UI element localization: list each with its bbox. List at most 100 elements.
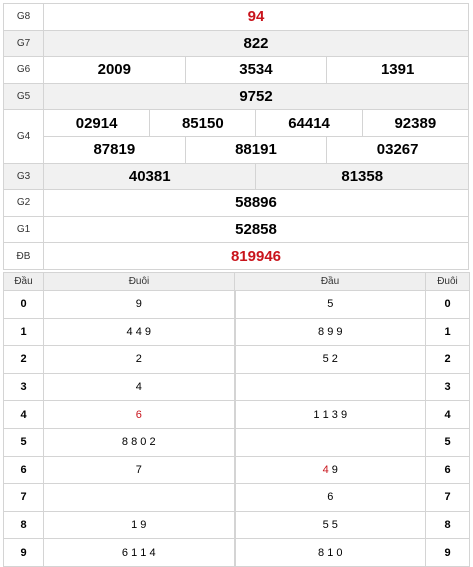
prize-row-g6: G6 2009 3534 1391	[3, 56, 469, 84]
loto-digit-list: 1 1 3 9	[313, 408, 348, 421]
loto-head-digits: 5	[234, 289, 426, 319]
prize-label: G4	[3, 109, 44, 164]
loto-digit-list: 4 4 9	[126, 325, 151, 338]
prize-label: G5	[3, 82, 44, 111]
loto-digit-list: 8 1 0	[318, 546, 343, 559]
loto-row: 9 6 1 1 4 8 1 0 9	[3, 538, 470, 567]
loto-head-digits: 6	[234, 483, 426, 512]
prize-value: 3534	[184, 56, 328, 84]
loto-head-digit: 1	[3, 317, 44, 347]
loto-head-digits	[234, 427, 426, 457]
loto-tail-digits	[43, 483, 236, 512]
prize-label: G1	[3, 215, 44, 244]
loto-digit-list: 1 9	[131, 518, 147, 531]
prize-value: 822	[43, 29, 469, 58]
loto-digit-list: 6 1 1 4	[121, 546, 156, 559]
special-prize-value: 819946	[43, 242, 469, 270]
loto-digit-list: 9	[328, 463, 338, 476]
loto-tail-digits: 1 9	[43, 510, 236, 540]
prize-value: 85150	[149, 109, 257, 137]
prize-value: 03267	[326, 135, 469, 164]
loto-row: 5 8 8 0 2 5	[3, 427, 470, 457]
prize-value: 02914	[42, 109, 151, 137]
loto-digit-list: 5 2	[322, 353, 338, 366]
prize-label: G6	[3, 56, 44, 84]
prize-label: G2	[3, 189, 44, 217]
loto-tail-digits: 7	[43, 455, 236, 485]
prize-row-g4: G4 02914 85150 64414 92389	[3, 109, 470, 164]
prize-row-g2: G2 58896	[3, 189, 469, 217]
loto-special-digit: 6	[135, 408, 142, 421]
loto-digit-list: 6	[327, 491, 334, 504]
header-duoi-right: Đuôi	[425, 271, 470, 291]
prize-value: 40381	[42, 162, 257, 191]
loto-digit-list: 8 8 0 2	[121, 436, 156, 449]
loto-tail-digits: 2	[43, 345, 236, 374]
header-dau-left: Đầu	[3, 271, 44, 291]
loto-row: 7 6 7	[3, 483, 470, 512]
loto-tail-digit: 0	[425, 289, 470, 319]
prize-label: G8	[3, 3, 44, 31]
prize-row-g5: G5 9752	[3, 82, 469, 111]
loto-head-digit: 2	[3, 345, 44, 374]
loto-digit-list: 5	[327, 298, 334, 311]
loto-head-digits: 8 1 0	[234, 538, 426, 567]
loto-header-row: Đầu Đuôi Đầu Đuôi	[3, 271, 470, 291]
loto-digit-list: 4	[135, 381, 142, 394]
prize-row-special: ĐB 819946	[3, 242, 469, 270]
loto-tail-digits: 9	[43, 289, 236, 319]
loto-tail-digit: 3	[425, 372, 470, 402]
prize-value: 2009	[43, 56, 186, 84]
loto-tail-digit: 6	[425, 455, 470, 485]
prize-row-g8: G8 94	[3, 3, 469, 31]
loto-digit-list: 5 5	[322, 518, 338, 531]
loto-head-digit: 4	[3, 400, 44, 429]
loto-tail-digits: 4	[43, 372, 236, 402]
results-table: G8 94 G7 822 G6 2009 3534 1391 G5 9752 G…	[3, 3, 470, 270]
prize-value: 64414	[255, 109, 363, 137]
loto-row: 4 6 1 1 3 9 4	[3, 400, 470, 429]
prize-label: ĐB	[3, 242, 44, 270]
loto-tail-digit: 9	[425, 538, 470, 567]
loto-head-digit: 9	[3, 538, 44, 567]
loto-head-digit: 8	[3, 510, 44, 540]
loto-tail-digit: 4	[425, 400, 470, 429]
prize-value: 94	[43, 3, 469, 31]
loto-head-digit: 0	[3, 289, 44, 319]
prize-value: 81358	[255, 162, 469, 191]
prize-value: 9752	[43, 82, 469, 111]
loto-row: 2 2 5 2 2	[3, 345, 470, 374]
loto-row: 3 4 3	[3, 372, 470, 402]
prize-label: G3	[3, 162, 44, 191]
loto-tail-digit: 5	[425, 427, 470, 457]
lottery-results-panel: G8 94 G7 822 G6 2009 3534 1391 G5 9752 G…	[3, 3, 470, 567]
prize-row-g1: G1 52858	[3, 215, 469, 244]
loto-head-digits: 8 9 9	[234, 317, 426, 347]
loto-head-digits: 5 2	[234, 345, 426, 374]
loto-tail-digit: 8	[425, 510, 470, 540]
loto-head-digit: 7	[3, 483, 44, 512]
header-duoi-left: Đuôi	[43, 271, 235, 291]
loto-head-digit: 6	[3, 455, 44, 485]
prize-row-g7: G7 822	[3, 29, 469, 58]
loto-head-digits: 5 5	[234, 510, 426, 540]
loto-digit-list: 2	[135, 353, 142, 366]
loto-tail-digits: 6	[43, 400, 236, 429]
loto-digit-list: 8 9 9	[318, 325, 343, 338]
prize-value: 58896	[43, 189, 469, 217]
loto-row: 0 9 5 0	[3, 289, 470, 319]
loto-tail-digits: 8 8 0 2	[43, 427, 236, 457]
prize-row-g3: G3 40381 81358	[3, 162, 469, 191]
loto-special-digit: 4	[322, 463, 329, 476]
prize-value: 1391	[326, 56, 469, 84]
loto-tail-digit: 2	[425, 345, 470, 374]
prize-label: G7	[3, 29, 44, 58]
loto-tail-digit: 1	[425, 317, 470, 347]
loto-head-digits	[234, 372, 426, 402]
prize-value: 92389	[361, 109, 470, 137]
prize-value: 52858	[43, 215, 469, 244]
prize-value: 88191	[184, 135, 328, 164]
prize-row-g4-second: 87819 88191 03267	[4, 135, 469, 164]
